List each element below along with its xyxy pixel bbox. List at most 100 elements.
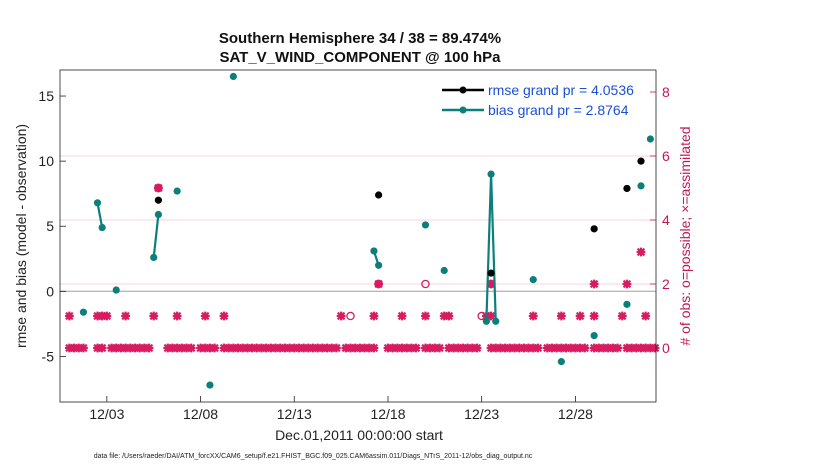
assimilated-marker <box>172 343 182 353</box>
assimilated-marker <box>486 311 496 321</box>
assimilated-marker <box>528 343 538 353</box>
y-tick-label: 15 <box>38 88 54 104</box>
assimilated-marker <box>467 343 477 353</box>
x-tick-label: 12/13 <box>277 406 312 422</box>
assimilated-marker <box>266 343 276 353</box>
assimilated-marker <box>224 343 234 353</box>
assimilated-marker <box>613 343 622 353</box>
x-tick-label: 12/23 <box>464 406 499 422</box>
assimilated-marker <box>299 343 309 353</box>
y-axis-label: rmse and bias (model - observation) <box>13 124 29 348</box>
assimilated-marker <box>182 343 191 353</box>
assimilated-marker <box>556 343 566 353</box>
assimilated-marker <box>350 343 360 353</box>
bias-point <box>370 247 378 255</box>
y2-tick-label: 0 <box>662 340 670 356</box>
assimilated-marker <box>622 279 632 289</box>
assimilated-marker <box>641 343 651 353</box>
assimilated-marker <box>228 343 238 353</box>
assimilated-marker <box>186 343 196 353</box>
assimilated-marker <box>533 343 543 353</box>
rmse-point <box>637 157 645 165</box>
assimilated-marker <box>519 343 529 353</box>
assimilated-marker <box>392 343 402 353</box>
assimilated-marker <box>364 343 374 353</box>
x-tick-label: 12/28 <box>558 406 593 422</box>
assimilated-marker <box>355 343 365 353</box>
assimilated-marker <box>425 343 435 353</box>
assimilated-marker <box>439 311 449 321</box>
assimilated-marker <box>97 311 107 321</box>
assimilated-marker <box>505 343 515 353</box>
assimilated-marker <box>407 343 416 353</box>
bias-point <box>557 358 565 366</box>
assimilated-marker <box>631 343 641 353</box>
assimilated-marker <box>617 311 627 321</box>
assimilated-marker <box>177 343 187 353</box>
assimilated-marker <box>168 343 177 353</box>
assimilated-marker <box>107 343 116 353</box>
plot-frame <box>59 69 657 403</box>
bias-point <box>112 286 120 294</box>
rmse-point <box>375 191 383 199</box>
assimilated-marker <box>93 343 102 353</box>
assimilated-marker <box>566 343 576 353</box>
bias-point <box>623 300 631 308</box>
assimilated-marker <box>603 343 613 353</box>
rmse-point <box>154 196 162 204</box>
assimilated-marker <box>233 343 243 353</box>
assimilated-marker <box>172 311 182 321</box>
assimilated-marker <box>444 343 454 353</box>
possible-marker <box>346 311 355 321</box>
bias-point <box>375 261 383 269</box>
assimilated-marker <box>121 343 130 353</box>
assimilated-marker <box>219 311 229 321</box>
possible-marker <box>421 279 430 289</box>
assimilated-marker <box>627 343 637 353</box>
bias-point <box>150 253 158 262</box>
assimilated-marker <box>294 343 304 353</box>
assimilated-marker <box>336 311 346 321</box>
assimilated-marker <box>421 311 430 321</box>
possible-marker <box>154 183 163 193</box>
assimilated-marker <box>196 343 205 353</box>
bias-line <box>96 202 104 228</box>
assimilated-marker <box>139 343 149 353</box>
assimilated-marker <box>116 343 126 353</box>
rmse-point <box>487 269 495 277</box>
assimilated-marker <box>303 343 313 353</box>
x-tick-label: 12/03 <box>89 406 124 422</box>
assimilated-marker <box>383 343 393 353</box>
assimilated-marker <box>327 343 337 353</box>
assimilated-marker <box>500 343 510 353</box>
assimilated-marker <box>575 343 585 353</box>
assimilated-marker <box>210 343 220 353</box>
assimilated-marker <box>144 343 154 353</box>
bias-point <box>487 170 495 178</box>
assimilated-marker <box>575 311 585 321</box>
rmse-series <box>154 157 645 277</box>
bias-point <box>492 317 500 325</box>
assimilated-marker <box>453 343 463 353</box>
assimilated-marker <box>444 311 454 321</box>
y2-axis-label: # of obs: o=possible; ×=assimilated <box>677 126 693 345</box>
assimilated-marker <box>571 343 580 353</box>
bias-point <box>646 135 654 143</box>
assimilated-marker <box>608 343 618 353</box>
assimilated-marker <box>496 343 505 353</box>
assimilated-marker <box>332 343 341 353</box>
assimilated-marker <box>486 279 496 289</box>
y2-tick-label: 4 <box>662 212 670 228</box>
assimilated-marker <box>369 311 379 321</box>
assimilated-marker <box>552 343 562 353</box>
legend-bias-marker <box>459 106 467 114</box>
x-tick-label: 12/18 <box>370 406 405 422</box>
rmse-point <box>590 225 598 233</box>
bias-point <box>590 332 598 340</box>
y-tick-label: 10 <box>38 153 54 169</box>
bias-point <box>482 317 490 325</box>
assimilated-marker <box>64 343 74 353</box>
assimilated-marker <box>153 183 163 193</box>
assimilated-marker <box>369 343 379 353</box>
